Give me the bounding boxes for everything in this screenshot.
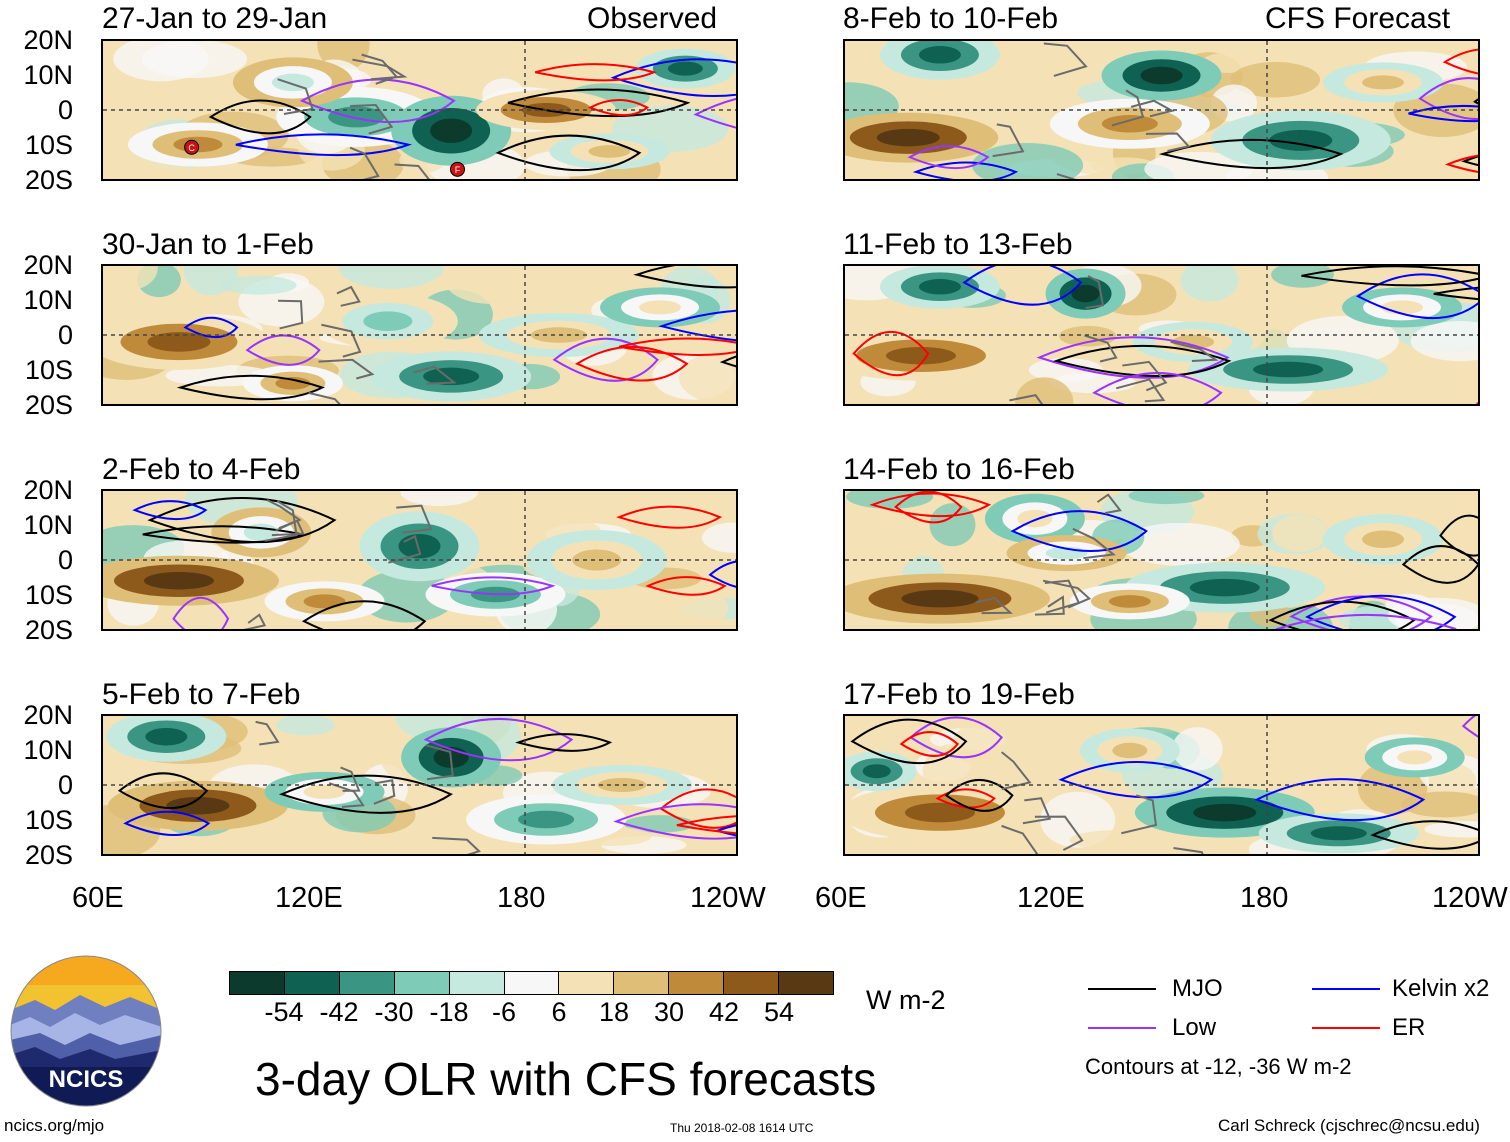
panel-title: 11-Feb to 13-Feb [843, 228, 1073, 261]
olr-colorbar [229, 971, 834, 995]
colorbar-tick-label: 42 [708, 997, 740, 1027]
lat-label: 10S [24, 355, 73, 385]
lat-label: 10S [24, 130, 73, 160]
olr-map-panel [101, 264, 738, 406]
colorbar-swatch [559, 972, 615, 994]
cyclone-marker: C [184, 139, 200, 155]
olr-map-panel [843, 39, 1480, 181]
panel-title: 8-Feb to 10-Feb [843, 2, 1059, 35]
lon-label: 120W [1432, 882, 1508, 914]
observed-column-label: Observed [587, 2, 718, 35]
colorbar-swatch [504, 972, 560, 994]
panel-title: 27-Jan to 29-Jan [102, 2, 328, 35]
colorbar-tick-label: 6 [551, 997, 567, 1027]
legend-line-low [1088, 1027, 1156, 1029]
lon-label: 120E [275, 882, 343, 914]
lat-label: 10N [23, 735, 73, 765]
lon-label: 120W [690, 882, 766, 914]
lon-label: 120E [1017, 882, 1085, 914]
lon-label: 60E [72, 882, 124, 914]
colorbar-tick-label: -54 [264, 997, 304, 1027]
lon-label: 60E [815, 882, 867, 914]
lat-label: 0 [57, 545, 73, 575]
olr-field: CF [103, 41, 736, 179]
lat-label: 10N [23, 285, 73, 315]
lat-label: 20N [23, 25, 73, 55]
timestamp: Thu 2018-02-08 1614 UTC [670, 1121, 814, 1135]
page-title: 3-day OLR with CFS forecasts [255, 1053, 877, 1105]
legend-label-low: Low [1172, 1014, 1217, 1041]
svg-text:C: C [188, 143, 195, 153]
panel-title: 14-Feb to 16-Feb [843, 453, 1075, 486]
legend-label-er: ER [1392, 1014, 1426, 1041]
olr-map-panel [101, 489, 738, 631]
colorbar-tick-label: -30 [374, 997, 414, 1027]
legend-line-kelvin [1312, 988, 1380, 990]
colorbar-swatch [394, 972, 450, 994]
colorbar-swatch [230, 972, 285, 994]
legend-label-mjo: MJO [1172, 975, 1223, 1002]
lon-label: 180 [497, 882, 546, 914]
lon-label: 180 [1240, 882, 1289, 914]
colorbar-tick-label: -6 [491, 997, 517, 1027]
panel-title: 2-Feb to 4-Feb [102, 453, 301, 486]
olr-field [845, 266, 1478, 404]
colorbar-tick-label: 54 [763, 997, 795, 1027]
colorbar-tick-label: -18 [429, 997, 469, 1027]
ncics-logo[interactable]: NCICS [10, 955, 162, 1107]
panel-title: 30-Jan to 1-Feb [102, 228, 314, 261]
legend-line-er [1312, 1027, 1380, 1029]
colorbar-swatch [614, 972, 670, 994]
lat-label: 20N [23, 475, 73, 505]
forecast-column-label: CFS Forecast [1265, 2, 1451, 35]
colorbar-swatch [284, 972, 340, 994]
colorbar-swatch [724, 972, 780, 994]
olr-map-panel [843, 489, 1480, 631]
olr-map-panel [843, 714, 1480, 856]
lat-label: 10N [23, 510, 73, 540]
olr-field [845, 41, 1478, 179]
lat-label: 20S [24, 165, 73, 195]
colorbar-tick-label: 18 [598, 997, 630, 1027]
contour-note: Contours at -12, -36 W m-2 [1085, 1054, 1352, 1079]
colorbar-swatch [779, 972, 833, 994]
svg-text:F: F [455, 165, 461, 175]
lat-label: 20N [23, 700, 73, 730]
colorbar-swatch [669, 972, 725, 994]
lat-label: 20N [23, 250, 73, 280]
lat-label: 0 [57, 770, 73, 800]
olr-field [103, 716, 736, 854]
author-credit: Carl Schreck (cjschrec@ncsu.edu) [1218, 1116, 1480, 1135]
panel-title: 17-Feb to 19-Feb [843, 678, 1075, 711]
legend-line-mjo [1088, 988, 1156, 990]
colorbar-tick-label: -42 [319, 997, 359, 1027]
lat-label: 20S [24, 840, 73, 870]
cyclone-marker: F [449, 161, 465, 177]
olr-field [103, 491, 736, 629]
website-link[interactable]: ncics.org/mjo [4, 1116, 105, 1135]
olr-map-panel [843, 264, 1480, 406]
logo-text: NCICS [49, 1066, 124, 1093]
lat-label: 10N [23, 60, 73, 90]
olr-field [103, 266, 736, 404]
colorbar-swatch [339, 972, 395, 994]
legend-label-kelvin: Kelvin x2 [1392, 975, 1490, 1002]
colorbar-units: W m-2 [866, 985, 946, 1015]
olr-map-panel [101, 714, 738, 856]
lat-label: 10S [24, 805, 73, 835]
lat-label: 20S [24, 615, 73, 645]
olr-field [845, 491, 1478, 629]
lat-label: 10S [24, 580, 73, 610]
lat-label: 0 [57, 320, 73, 350]
lat-label: 20S [24, 390, 73, 420]
olr-field [845, 716, 1478, 854]
colorbar-tick-label: 30 [653, 997, 685, 1027]
lat-label: 0 [57, 95, 73, 125]
colorbar-swatch [449, 972, 505, 994]
panel-title: 5-Feb to 7-Feb [102, 678, 301, 711]
